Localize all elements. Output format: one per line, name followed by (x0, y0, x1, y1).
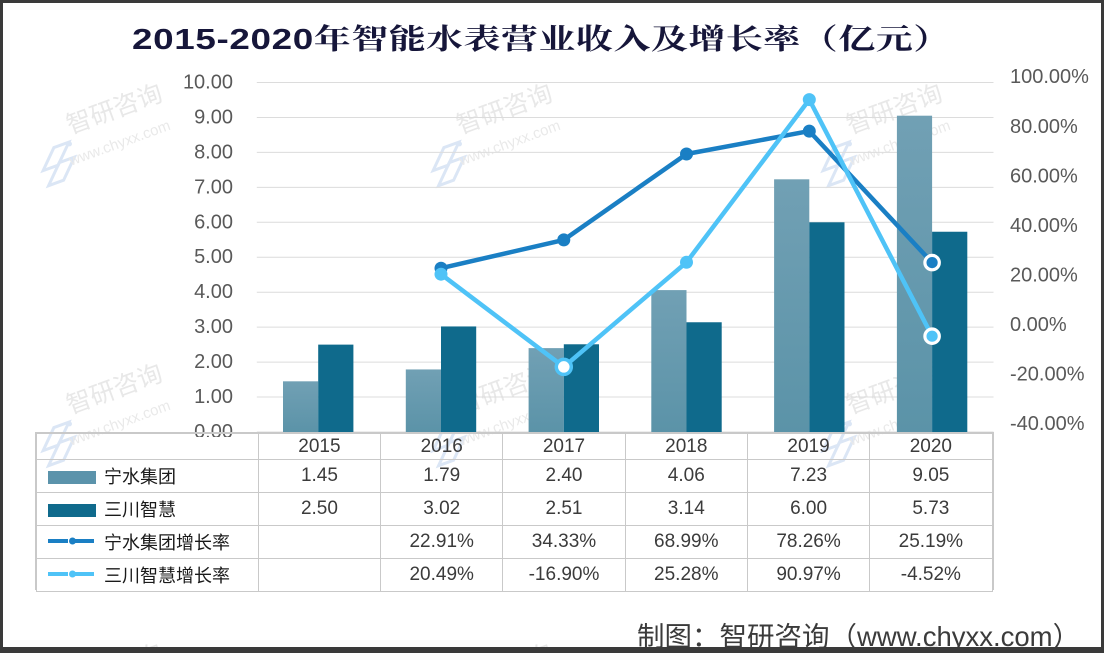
svg-text:0.00%: 0.00% (1010, 314, 1067, 336)
svg-text:40.00%: 40.00% (1010, 215, 1078, 237)
svg-text:2.00: 2.00 (194, 351, 233, 373)
svg-text:20.00%: 20.00% (1010, 264, 1078, 286)
svg-text:10.00: 10.00 (183, 72, 233, 94)
svg-text:-20.00%: -20.00% (1010, 364, 1085, 386)
svg-text:4.00: 4.00 (194, 281, 233, 303)
svg-text:-40.00%: -40.00% (1010, 413, 1085, 435)
svg-text:1.00: 1.00 (194, 386, 233, 408)
svg-text:6.00: 6.00 (194, 211, 233, 233)
svg-text:3.00: 3.00 (194, 316, 233, 338)
svg-text:60.00%: 60.00% (1010, 165, 1078, 187)
svg-text:9.00: 9.00 (194, 107, 233, 129)
svg-text:100.00%: 100.00% (1010, 66, 1089, 88)
svg-text:5.00: 5.00 (194, 246, 233, 268)
svg-text:80.00%: 80.00% (1010, 116, 1078, 138)
svg-text:7.00: 7.00 (194, 176, 233, 198)
svg-text:8.00: 8.00 (194, 141, 233, 163)
